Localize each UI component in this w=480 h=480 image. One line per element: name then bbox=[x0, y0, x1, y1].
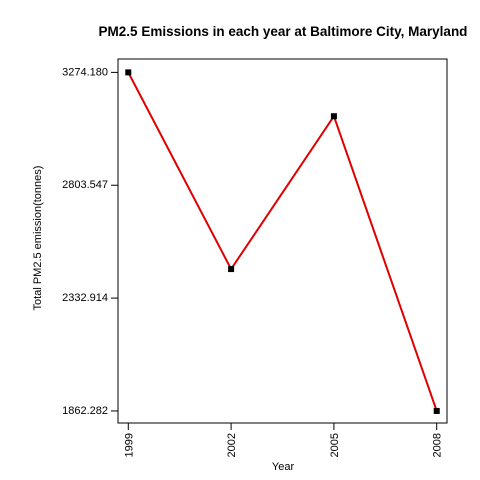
plot-frame bbox=[117, 58, 448, 424]
x-axis: 1999 2002 2005 2008 bbox=[123, 423, 444, 457]
data-points-group bbox=[125, 69, 440, 414]
y-tick-label: 3274.180 bbox=[62, 66, 108, 78]
data-point bbox=[433, 407, 440, 414]
x-tick-label: 1999 bbox=[123, 433, 135, 457]
x-tick-label: 2008 bbox=[432, 433, 444, 457]
y-axis-title: Total PM2.5 emission(tonnes) bbox=[32, 166, 44, 311]
y-tick-label: 2332.914 bbox=[62, 292, 108, 304]
series-line-group bbox=[127, 71, 438, 412]
x-tick-label: 2002 bbox=[226, 433, 238, 457]
data-point bbox=[228, 266, 235, 273]
data-point bbox=[125, 69, 132, 76]
y-tick-label: 2803.547 bbox=[62, 179, 108, 191]
data-point bbox=[330, 113, 337, 120]
x-tick-label: 2005 bbox=[329, 433, 341, 457]
y-axis: 3274.180 2803.547 2332.914 1862.282 bbox=[62, 66, 118, 417]
y-tick-label: 1862.282 bbox=[62, 405, 108, 417]
chart-title: PM2.5 Emissions in each year at Baltimor… bbox=[99, 24, 468, 39]
series-line bbox=[127, 71, 438, 412]
x-axis-title: Year bbox=[272, 461, 295, 473]
